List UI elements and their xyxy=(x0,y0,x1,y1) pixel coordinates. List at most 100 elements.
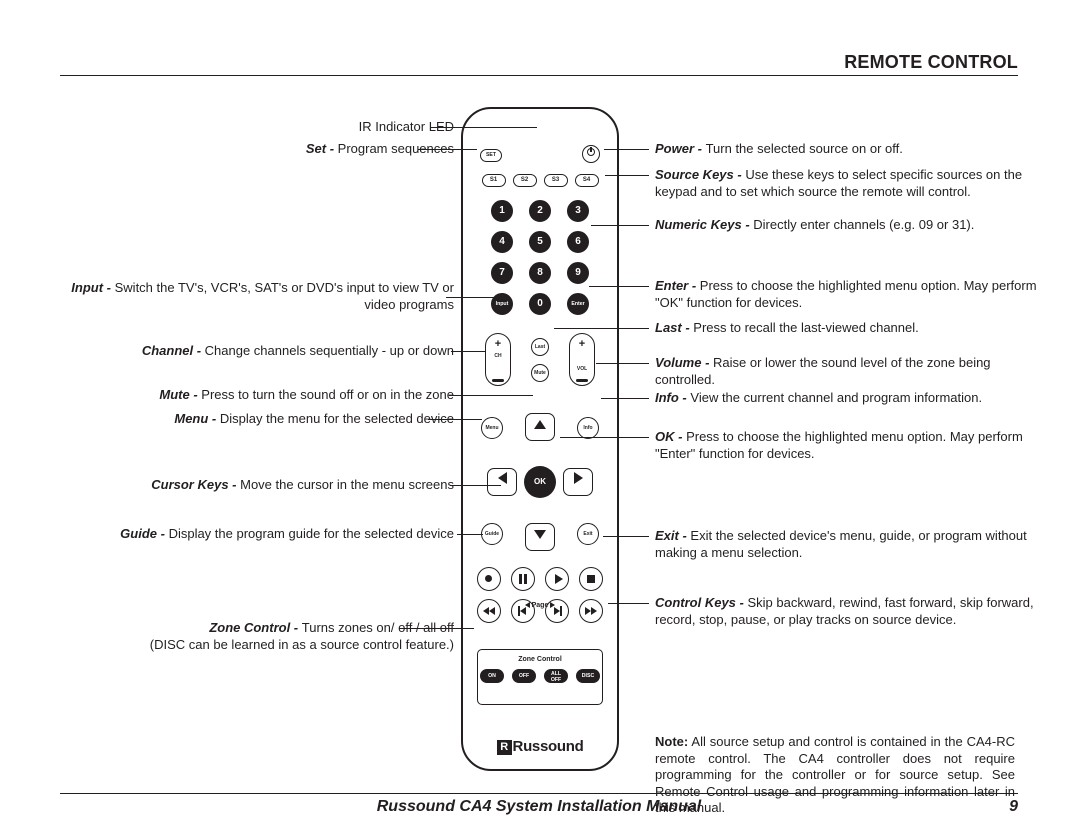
callout-cursor: Cursor Keys - Move the cursor in the men… xyxy=(60,477,454,494)
channel-rocker: + CH xyxy=(485,333,511,386)
arrow-down-icon xyxy=(534,530,546,539)
num-0: 0 xyxy=(529,293,551,315)
rocker-row: + CH Last Mute + VOL xyxy=(463,333,617,386)
num-6: 6 xyxy=(567,231,589,253)
source-s1: S1 xyxy=(482,174,506,187)
callout-channel: Channel - Change channels sequentially -… xyxy=(60,343,454,360)
num-5: 5 xyxy=(529,231,551,253)
source-row: S1 S2 S3 S4 xyxy=(463,174,617,187)
num-1: 1 xyxy=(491,200,513,222)
num-9: 9 xyxy=(567,262,589,284)
leader-line xyxy=(601,398,649,399)
num-2: 2 xyxy=(529,200,551,222)
cursor-left xyxy=(487,468,517,496)
callout-input: Input - Switch the TV's, VCR's, SAT's or… xyxy=(60,280,454,313)
arrow-left-icon xyxy=(498,472,507,484)
note-label: Note: xyxy=(655,734,688,749)
page-text: Page xyxy=(532,602,549,609)
source-s3: S3 xyxy=(544,174,568,187)
callout-last: Last - Press to recall the last-viewed c… xyxy=(655,320,1049,337)
leader-line xyxy=(560,437,649,438)
brand-logo-icon: R xyxy=(497,740,512,755)
num-8: 8 xyxy=(529,262,551,284)
vol-plus-icon: + xyxy=(570,338,594,350)
footer-title: Russound CA4 System Installation Manual xyxy=(377,798,702,815)
zone-on: ON xyxy=(480,669,504,683)
arrow-up-icon xyxy=(534,420,546,429)
num-7: 7 xyxy=(491,262,513,284)
nav-cluster: Menu Info Guide Exit OK xyxy=(463,407,617,555)
callout-srckeys: Source Keys - Use these keys to select s… xyxy=(655,167,1049,200)
transport-controls xyxy=(463,567,617,631)
zone-off: OFF xyxy=(512,669,536,683)
zone-disc: DISC xyxy=(576,669,600,683)
last-button: Last xyxy=(531,338,549,356)
note-block: Note: All source setup and control is co… xyxy=(655,734,1015,817)
dpad: OK xyxy=(484,413,596,551)
callout-power: Power - Turn the selected source on or o… xyxy=(655,141,1049,158)
callout-ir: IR Indicator LED xyxy=(60,119,454,136)
leader-line xyxy=(430,127,537,128)
callout-set: Set - Program sequences xyxy=(60,141,454,158)
ch-label: CH xyxy=(486,353,510,359)
arrow-right-icon xyxy=(574,472,583,484)
leader-line xyxy=(605,175,649,176)
leader-line xyxy=(596,363,649,364)
cursor-right xyxy=(563,468,593,496)
set-button: SET xyxy=(480,149,502,162)
callout-ok: OK - Press to choose the highlighted men… xyxy=(655,429,1049,462)
record-button xyxy=(477,567,501,591)
leader-line xyxy=(449,395,533,396)
callout-guide: Guide - Display the program guide for th… xyxy=(60,526,454,543)
callout-info: Info - View the current channel and prog… xyxy=(655,390,1049,407)
ch-minus-icon xyxy=(492,379,504,382)
power-icon xyxy=(587,148,595,156)
ch-plus-icon: + xyxy=(486,338,510,350)
callout-ctrlkeys: Control Keys - Skip backward, rewind, fa… xyxy=(655,595,1049,628)
vol-minus-icon xyxy=(576,379,588,382)
leader-line xyxy=(603,536,649,537)
callout-menu: Menu - Display the menu for the selected… xyxy=(60,411,454,428)
leader-line xyxy=(554,328,649,329)
leader-line xyxy=(446,297,495,298)
callout-enter: Enter - Press to choose the highlighted … xyxy=(655,278,1049,311)
leader-line xyxy=(399,628,474,629)
cursor-down xyxy=(525,523,555,551)
brand: RRussound xyxy=(463,738,617,755)
page-left-icon xyxy=(525,602,530,608)
pause-button xyxy=(511,567,535,591)
leader-line xyxy=(450,485,501,486)
callout-volume: Volume - Raise or lower the sound level … xyxy=(655,355,1049,388)
header-title: REMOTE CONTROL xyxy=(844,52,1018,72)
note-text: All source setup and control is containe… xyxy=(655,734,1015,815)
enter-button: Enter xyxy=(567,293,589,315)
zone-all-off: ALLOFF xyxy=(544,669,568,683)
callout-exit: Exit - Exit the selected device's menu, … xyxy=(655,528,1049,561)
zone-title: Zone Control xyxy=(478,656,602,663)
leader-line xyxy=(451,351,486,352)
leader-line xyxy=(604,149,649,150)
callout-numkeys: Numeric Keys - Directly enter channels (… xyxy=(655,217,1049,234)
brand-text: Russound xyxy=(513,738,584,755)
vol-label: VOL xyxy=(570,366,594,372)
leader-line xyxy=(591,225,649,226)
ok-button: OK xyxy=(524,466,556,498)
leader-line xyxy=(589,286,649,287)
stop-button xyxy=(579,567,603,591)
leader-line xyxy=(428,419,482,420)
page-header: REMOTE CONTROL xyxy=(60,52,1018,76)
page-label: Page xyxy=(463,602,617,609)
callout-mute: Mute - Press to turn the sound off or on… xyxy=(60,387,454,404)
power-button xyxy=(582,145,600,163)
callout-zonectl: Zone Control - Turns zones on/ off / all… xyxy=(60,620,454,653)
zone-control-panel: Zone Control ON OFF ALLOFF DISC xyxy=(477,649,603,705)
num-4: 4 xyxy=(491,231,513,253)
cursor-up xyxy=(525,413,555,441)
leader-line xyxy=(608,603,649,604)
volume-rocker: + VOL xyxy=(569,333,595,386)
page-right-icon xyxy=(550,602,555,608)
source-s2: S2 xyxy=(513,174,537,187)
play-button xyxy=(545,567,569,591)
leader-line xyxy=(418,149,477,150)
source-s4: S4 xyxy=(575,174,599,187)
